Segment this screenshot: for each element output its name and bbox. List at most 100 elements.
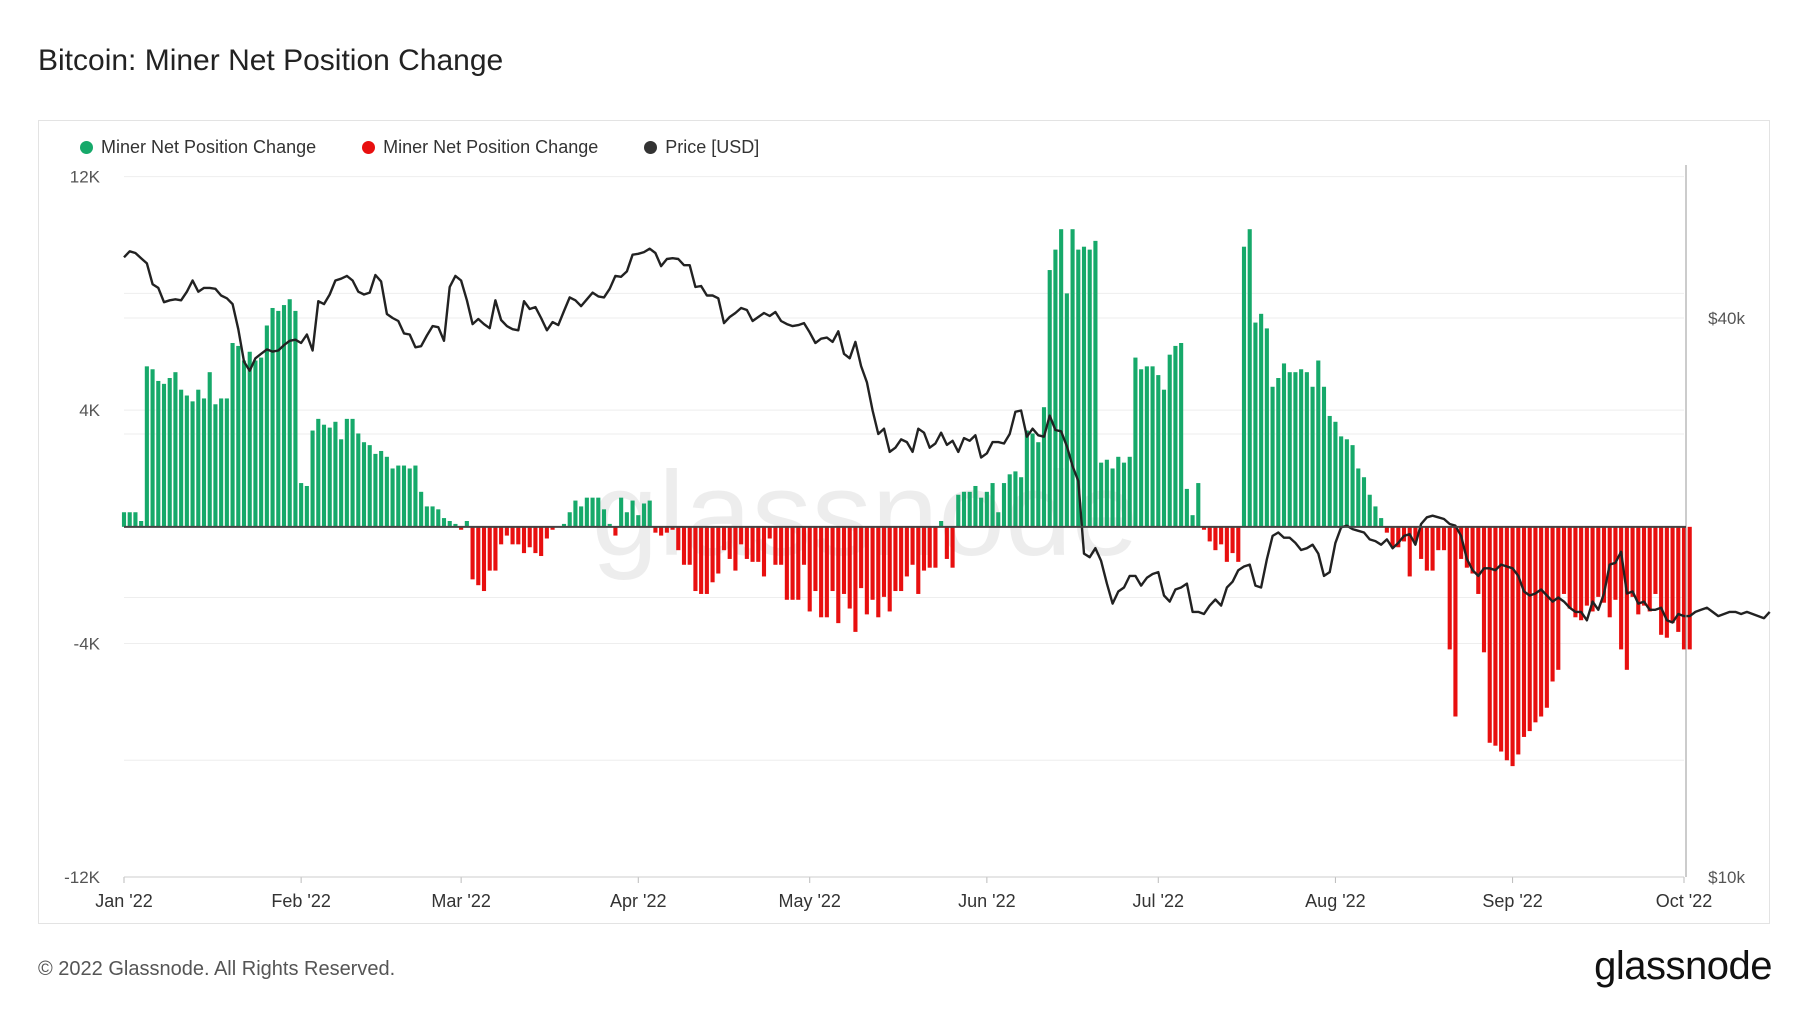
bar [1110, 468, 1115, 527]
bar [201, 398, 207, 527]
bar [761, 526, 767, 577]
bar [1596, 526, 1601, 597]
chart-legend: Miner Net Position Change Miner Net Posi… [80, 137, 759, 158]
bar-series [121, 229, 1692, 767]
bar [807, 526, 812, 612]
bar [481, 526, 487, 592]
bar [847, 526, 852, 609]
bar [1521, 526, 1527, 737]
bar [430, 506, 435, 527]
bar [596, 497, 601, 527]
bar [419, 491, 424, 527]
bar [721, 526, 727, 551]
bar [630, 500, 635, 527]
bar [636, 515, 641, 527]
bar [784, 526, 789, 600]
bar [1270, 386, 1275, 527]
bar [853, 526, 858, 632]
bar [179, 389, 184, 527]
bar [1447, 526, 1452, 650]
bar [979, 497, 984, 527]
bar [716, 526, 721, 574]
bar [1150, 366, 1155, 527]
bar [1533, 526, 1538, 723]
legend-label-negative: Miner Net Position Change [383, 137, 599, 157]
legend-dot-negative [362, 141, 376, 154]
bar [1647, 526, 1652, 612]
bar [1373, 506, 1378, 527]
bar [733, 526, 738, 571]
bar [796, 526, 801, 600]
bar [1333, 421, 1338, 527]
legend-item-positive[interactable]: Miner Net Position Change [80, 137, 316, 158]
bar [413, 465, 418, 527]
bar [293, 310, 298, 527]
x-tick-label: May '22 [778, 891, 840, 911]
legend-label-positive: Miner Net Position Change [101, 137, 317, 157]
bar [1441, 526, 1447, 551]
bar [1476, 526, 1481, 594]
bar [1676, 526, 1681, 632]
bar [653, 526, 658, 533]
legend-dot-positive [80, 141, 93, 154]
bar [1127, 456, 1132, 527]
bar [676, 526, 681, 551]
bar [910, 526, 915, 565]
bar [1544, 526, 1549, 708]
bar [1276, 378, 1281, 527]
x-tick-label: Jul '22 [1133, 891, 1184, 911]
bar [1493, 526, 1498, 746]
bar [1419, 526, 1424, 559]
bar [756, 526, 761, 562]
bar [1104, 459, 1109, 527]
legend-item-price[interactable]: Price [USD] [644, 137, 759, 158]
bar [1487, 526, 1492, 743]
bar [739, 526, 744, 545]
bar [1573, 526, 1578, 618]
bar [641, 503, 647, 527]
copyright-text: © 2022 Glassnode. All Rights Reserved. [38, 958, 396, 980]
bar [1687, 526, 1692, 650]
bar [1230, 526, 1235, 554]
bar [333, 421, 338, 527]
bar [533, 526, 538, 554]
bar [1470, 526, 1475, 574]
bar [1396, 526, 1401, 548]
bar [281, 305, 287, 527]
bar [207, 372, 212, 527]
bar [921, 526, 927, 571]
bar [704, 526, 709, 594]
bar [270, 307, 275, 527]
bar [813, 526, 818, 592]
axes: 12K 4K -4K -12K $40k $10k Jan '22 Feb '22 Mar '2… [64, 165, 1745, 911]
bar [339, 439, 344, 527]
bar [379, 450, 384, 527]
bar [887, 526, 892, 612]
bar [390, 468, 395, 527]
bar [401, 465, 407, 527]
bar [590, 497, 595, 527]
bar [1579, 526, 1584, 621]
bar [1436, 526, 1441, 551]
bar [1013, 471, 1018, 527]
bar [819, 526, 824, 618]
bar [904, 526, 909, 577]
bar [1601, 526, 1607, 603]
bar [316, 418, 321, 527]
bar [1241, 246, 1247, 527]
bar [1481, 526, 1487, 653]
bar [801, 526, 807, 565]
bar [241, 360, 247, 527]
bar [1321, 386, 1327, 527]
x-tick-label: Sep '22 [1482, 891, 1543, 911]
bar [1001, 483, 1007, 527]
bar [1167, 354, 1172, 527]
bar [967, 491, 972, 527]
legend-item-negative[interactable]: Miner Net Position Change [362, 137, 598, 158]
bar [956, 494, 961, 527]
bar [1121, 462, 1127, 527]
bar [1327, 415, 1332, 527]
bar [304, 485, 309, 527]
bar [1641, 526, 1647, 606]
x-tick-label: Oct '22 [1656, 891, 1712, 911]
